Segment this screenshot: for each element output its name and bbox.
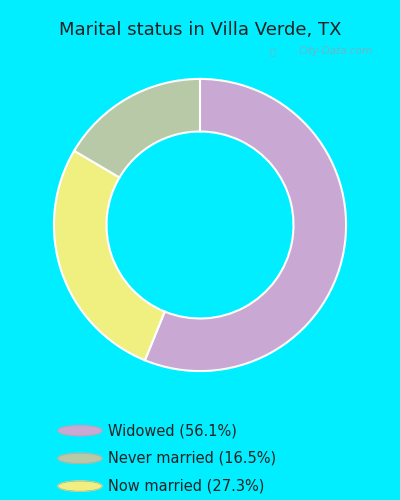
Wedge shape bbox=[145, 79, 346, 371]
Circle shape bbox=[58, 426, 102, 436]
Text: 🔍: 🔍 bbox=[270, 46, 276, 56]
Text: Never married (16.5%): Never married (16.5%) bbox=[108, 451, 276, 466]
Text: Marital status in Villa Verde, TX: Marital status in Villa Verde, TX bbox=[59, 21, 341, 39]
Text: City-Data.com: City-Data.com bbox=[299, 46, 373, 56]
Wedge shape bbox=[74, 79, 200, 178]
Circle shape bbox=[58, 454, 102, 464]
Text: Widowed (56.1%): Widowed (56.1%) bbox=[108, 423, 237, 438]
Circle shape bbox=[58, 481, 102, 491]
Text: Now married (27.3%): Now married (27.3%) bbox=[108, 478, 264, 494]
Wedge shape bbox=[54, 151, 165, 360]
